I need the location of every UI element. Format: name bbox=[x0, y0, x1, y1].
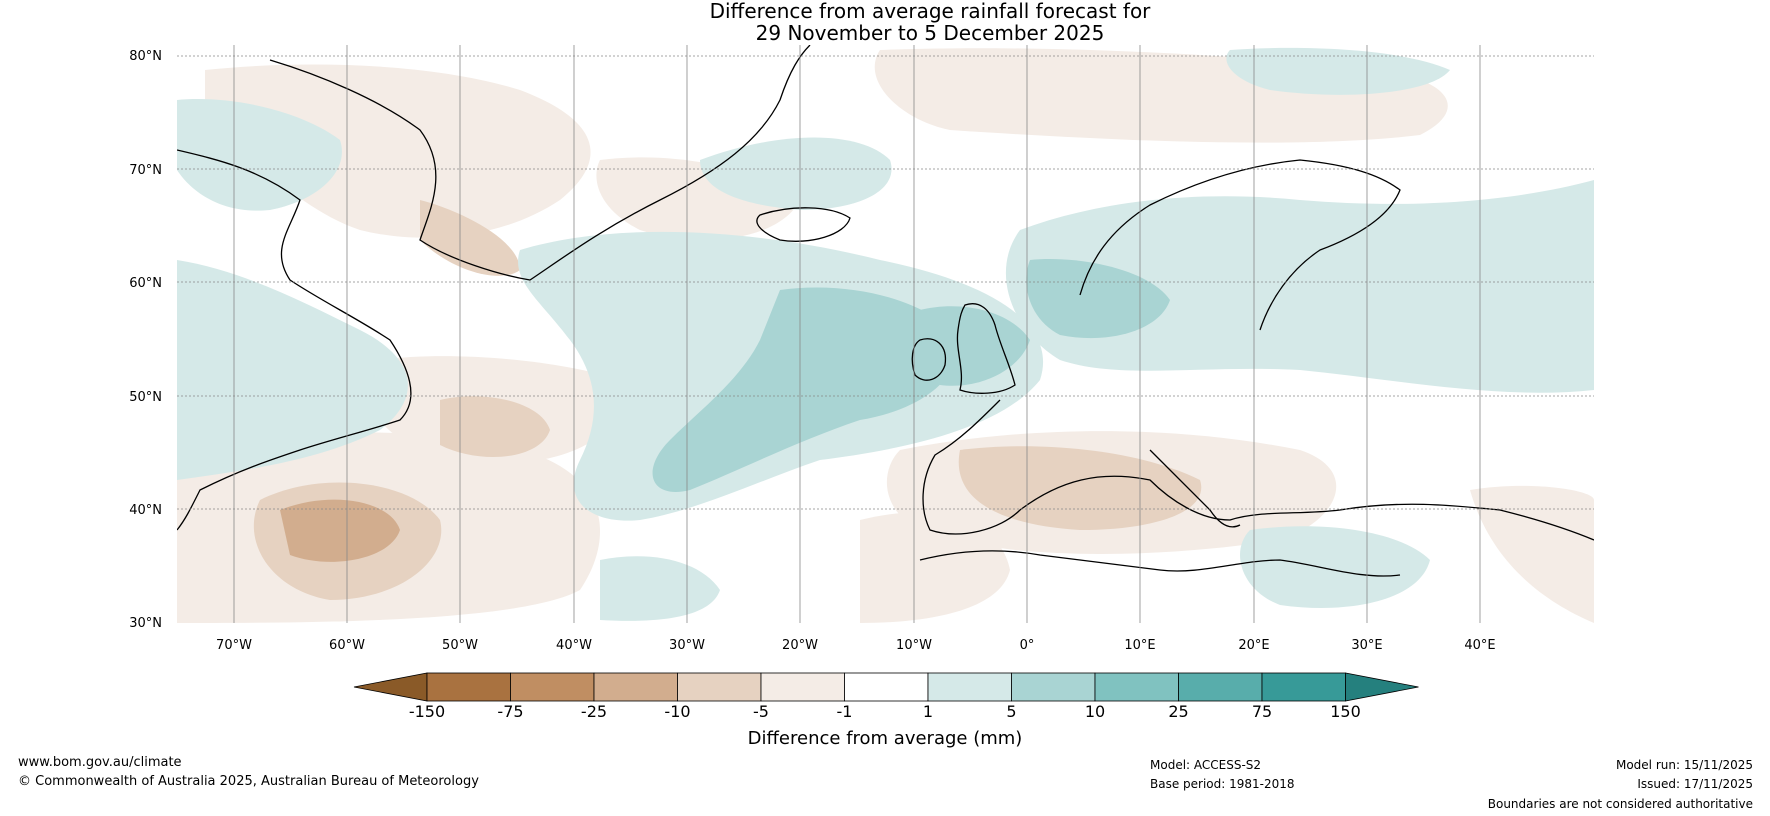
lon-label-60w: 60°W bbox=[329, 638, 365, 653]
coastline-britain bbox=[956, 303, 1016, 394]
anomaly-region-wet-baffin bbox=[177, 99, 342, 211]
colorbar-segment bbox=[1178, 672, 1263, 702]
colorbar-segment bbox=[426, 672, 511, 702]
anomaly-region-wet-iceland-north bbox=[700, 137, 892, 210]
colorbar-extend-min bbox=[353, 672, 428, 702]
anomaly-region-wet-scandinavia-russia bbox=[1005, 180, 1594, 393]
lon-label-70w: 70°W bbox=[216, 638, 252, 653]
anomaly-region-dry-greenland-se bbox=[420, 200, 520, 276]
lon-gridlines bbox=[233, 45, 1481, 623]
lat-label-50n: 50°N bbox=[129, 390, 162, 405]
lat-tick-labels: 80°N 70°N 60°N 50°N 40°N 30°N bbox=[129, 49, 162, 631]
lon-label-20w: 20°W bbox=[782, 638, 818, 653]
footer-model-run: Model run: 15/11/2025 bbox=[1615, 758, 1753, 772]
colorbar-label: Difference from average (mm) bbox=[748, 728, 1023, 749]
footer-website: www.bom.gov.au/climate bbox=[18, 755, 182, 770]
anomaly-fields bbox=[177, 47, 1594, 623]
coastline-baffin-labrador bbox=[177, 149, 412, 531]
colorbar-tick-label: 75 bbox=[1252, 702, 1272, 721]
anomaly-region-dry-middle-east bbox=[1470, 485, 1594, 623]
colorbar-segment bbox=[760, 672, 845, 702]
lat-label-30n: 30°N bbox=[129, 616, 162, 631]
lon-label-10e: 10°E bbox=[1124, 638, 1155, 653]
coastlines bbox=[177, 45, 1594, 577]
footer-copyright: © Commonwealth of Australia 2025, Austra… bbox=[18, 774, 479, 789]
title-line-1: Difference from average rainfall forecas… bbox=[709, 0, 1151, 23]
lon-label-30e: 30°E bbox=[1351, 638, 1382, 653]
lon-label-10w: 10°W bbox=[896, 638, 932, 653]
coastline-north-africa bbox=[919, 550, 1401, 577]
anomaly-region-dry-azores-core bbox=[440, 396, 550, 457]
footer-model: Model: ACCESS-S2 bbox=[1150, 758, 1262, 772]
coastline-scandinavia bbox=[1079, 159, 1401, 331]
footer-base-period: Base period: 1981-2018 bbox=[1150, 777, 1295, 791]
coastline-iceland bbox=[756, 207, 851, 242]
lat-label-80n: 80°N bbox=[129, 49, 162, 64]
colorbar-tick-label: -75 bbox=[497, 702, 523, 721]
colorbar-tick-label: 25 bbox=[1168, 702, 1188, 721]
anomaly-region-wet-core-atlantic bbox=[652, 287, 960, 492]
colorbar-segment bbox=[593, 672, 678, 702]
anomaly-region-wet-britain bbox=[911, 306, 1030, 386]
lat-label-60n: 60°N bbox=[129, 276, 162, 291]
anomaly-region-wet-svalbard bbox=[1226, 47, 1450, 95]
anomaly-region-wet-eastern-med bbox=[1240, 526, 1430, 608]
colorbar-segment bbox=[1261, 672, 1346, 702]
coastline-italy bbox=[1149, 449, 1241, 528]
lon-label-50w: 50°W bbox=[442, 638, 478, 653]
colorbar-segment bbox=[677, 672, 762, 702]
anomaly-region-dry-italy bbox=[958, 446, 1202, 530]
lat-label-70n: 70°N bbox=[129, 163, 162, 178]
coastline-greenland bbox=[269, 45, 811, 281]
anomaly-region-wet-subtropical bbox=[600, 556, 720, 621]
coastline-ireland bbox=[911, 338, 947, 381]
colorbar-tick-label: -5 bbox=[753, 702, 769, 721]
colorbar-tick-labels: -150 -75 -25 -10 -5 -1 1 5 10 25 75 150 bbox=[409, 702, 1361, 721]
colorbar-tick-label: -25 bbox=[581, 702, 607, 721]
colorbar bbox=[353, 672, 1419, 702]
colorbar-tick-label: -1 bbox=[837, 702, 853, 721]
anomaly-region-dry-nafrica bbox=[860, 512, 1010, 623]
colorbar-segment bbox=[927, 672, 1012, 702]
lat-label-40n: 40°N bbox=[129, 503, 162, 518]
colorbar-tick-label: 5 bbox=[1006, 702, 1016, 721]
lon-label-40e: 40°E bbox=[1464, 638, 1495, 653]
anomaly-region-dry-core bbox=[280, 499, 400, 562]
lon-label-0: 0° bbox=[1020, 638, 1035, 653]
lat-gridlines bbox=[177, 55, 1594, 510]
footer-disclaimer: Boundaries are not considered authoritat… bbox=[1487, 797, 1753, 811]
anomaly-region-wet-canada bbox=[177, 260, 408, 480]
coastline-europe bbox=[922, 399, 1594, 541]
colorbar-tick-label: -150 bbox=[409, 702, 445, 721]
lon-label-20e: 20°E bbox=[1238, 638, 1269, 653]
colorbar-tick-label: 150 bbox=[1330, 702, 1361, 721]
lon-label-40w: 40°W bbox=[556, 638, 592, 653]
anomaly-region-wet-north-sea bbox=[1026, 259, 1170, 339]
footer-issued: Issued: 17/11/2025 bbox=[1637, 777, 1753, 791]
colorbar-segment bbox=[1011, 672, 1096, 702]
lon-tick-labels: 70°W 60°W 50°W 40°W 30°W 20°W 10°W 0° 10… bbox=[216, 638, 1496, 653]
colorbar-segment bbox=[510, 672, 595, 702]
title-line-2: 29 November to 5 December 2025 bbox=[755, 21, 1105, 45]
colorbar-extend-max bbox=[1345, 672, 1419, 702]
colorbar-segment bbox=[1094, 672, 1179, 702]
colorbar-tick-label: -10 bbox=[664, 702, 690, 721]
colorbar-segment bbox=[844, 672, 929, 702]
colorbar-tick-label: 10 bbox=[1085, 702, 1105, 721]
colorbar-tick-label: 1 bbox=[923, 702, 933, 721]
lon-label-30w: 30°W bbox=[669, 638, 705, 653]
